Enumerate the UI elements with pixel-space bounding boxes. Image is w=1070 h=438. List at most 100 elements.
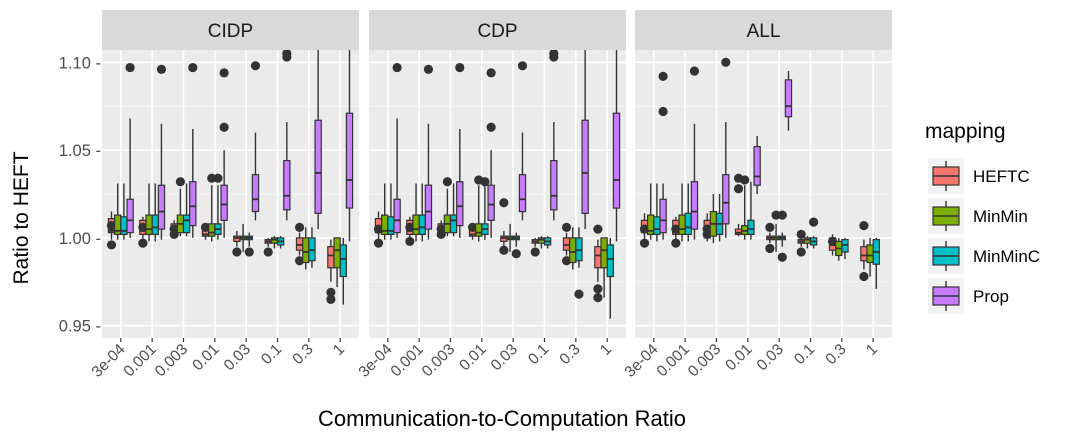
outlier-point — [859, 221, 869, 231]
box-prop — [250, 61, 261, 221]
outlier-point — [467, 222, 478, 232]
box-body — [684, 212, 692, 235]
box-body — [333, 237, 341, 269]
box-minmin — [678, 183, 686, 242]
legend-item-label: HEFTC — [973, 167, 1030, 186]
outlier-point — [405, 222, 415, 232]
outlier-point — [373, 238, 384, 248]
box-body — [594, 246, 602, 269]
box-minminc — [777, 210, 787, 262]
x-tick-label: 0.003 — [152, 341, 191, 380]
legend-title: mapping — [925, 120, 1006, 143]
box-body — [412, 214, 420, 235]
box-body — [189, 181, 197, 227]
box-body — [690, 181, 699, 230]
box-prop — [156, 64, 167, 240]
outlier-point — [138, 222, 148, 232]
box-group — [106, 50, 354, 305]
outlier-point — [219, 122, 229, 132]
outlier-point — [721, 57, 731, 67]
box-prop — [314, 50, 322, 230]
legend-item-label: MinMinC — [973, 247, 1040, 266]
outlier-point — [765, 243, 775, 254]
box-heftc — [405, 216, 415, 247]
x-tick-label: 0.03 — [488, 341, 521, 374]
box-body — [600, 237, 608, 269]
legend-item-prop: Prop — [928, 278, 1009, 314]
box-body — [569, 237, 577, 264]
box-minminc — [606, 237, 614, 319]
x-tick-label: 0.003 — [685, 341, 724, 380]
box-body — [784, 79, 793, 118]
box-heftc — [561, 222, 572, 266]
x-tick-label: 0.01 — [722, 341, 755, 374]
outlier-point — [442, 177, 452, 187]
box-body — [475, 223, 483, 237]
outlier-point — [486, 68, 496, 78]
outlier-point — [561, 256, 572, 266]
outlier-point — [777, 210, 787, 220]
box-heftc — [827, 234, 838, 256]
facet-strip — [102, 10, 359, 50]
outlier-point — [593, 284, 603, 294]
box-prop — [423, 64, 434, 240]
box-minminc — [339, 237, 347, 305]
box-prop — [549, 50, 559, 221]
facet-strip-label: ALL — [747, 21, 781, 42]
outlier-point — [244, 247, 254, 257]
x-tick-label: 1 — [863, 341, 881, 359]
box-body — [327, 246, 335, 269]
box-minminc — [308, 227, 316, 268]
box-body — [283, 160, 291, 211]
box-minminc — [747, 181, 755, 240]
box-heftc — [859, 221, 869, 282]
box-body — [722, 174, 730, 225]
panel-cdp: CDP — [369, 10, 626, 338]
outlier-point — [658, 71, 668, 81]
box-heftc — [169, 220, 179, 239]
box-minminc — [809, 217, 819, 249]
outlier-point — [639, 238, 650, 248]
outlier-point — [593, 224, 603, 234]
outlier-point — [200, 222, 211, 232]
outlier-point — [125, 62, 135, 73]
outlier-point — [499, 245, 509, 255]
x-tick-label: 0.3 — [822, 341, 849, 368]
box-prop — [689, 66, 700, 240]
facet-strip — [369, 10, 626, 50]
outlier-point — [549, 50, 559, 59]
x-tick-label: 0.01 — [189, 341, 222, 374]
box-body — [345, 112, 354, 209]
x-tick-label: 0.3 — [556, 341, 583, 368]
outlier-point — [175, 177, 185, 187]
box-minminc — [872, 237, 880, 289]
box-prop — [721, 57, 731, 238]
outlier-point — [733, 184, 744, 194]
outlier-point — [169, 224, 179, 234]
box-body — [220, 184, 228, 221]
x-axis-title: Communication-to-Computation Ratio — [318, 406, 686, 431]
outlier-point — [777, 252, 787, 262]
outlier-point — [106, 221, 117, 231]
box-heftc — [263, 237, 273, 257]
box-minminc — [213, 173, 223, 240]
x-tick-label: 0.1 — [791, 341, 818, 368]
box-body — [659, 198, 667, 234]
box-prop — [188, 62, 198, 238]
outlier-point — [138, 238, 148, 248]
outlier-point — [671, 238, 681, 248]
outlier-point — [156, 64, 167, 74]
box-heftc — [499, 198, 509, 255]
box-minminc — [244, 232, 254, 257]
outlier-point — [574, 289, 584, 299]
box-body — [208, 223, 216, 237]
box-body — [612, 112, 621, 209]
outlier-point — [702, 224, 712, 234]
box-body — [456, 181, 464, 227]
box-body — [182, 214, 191, 234]
legend-item-heftc: HEFTC — [928, 158, 1030, 194]
outlier-point — [517, 61, 528, 71]
legend: mapping HEFTC MinMin MinMinC Prop — [925, 120, 1040, 314]
outlier-point — [326, 287, 336, 297]
